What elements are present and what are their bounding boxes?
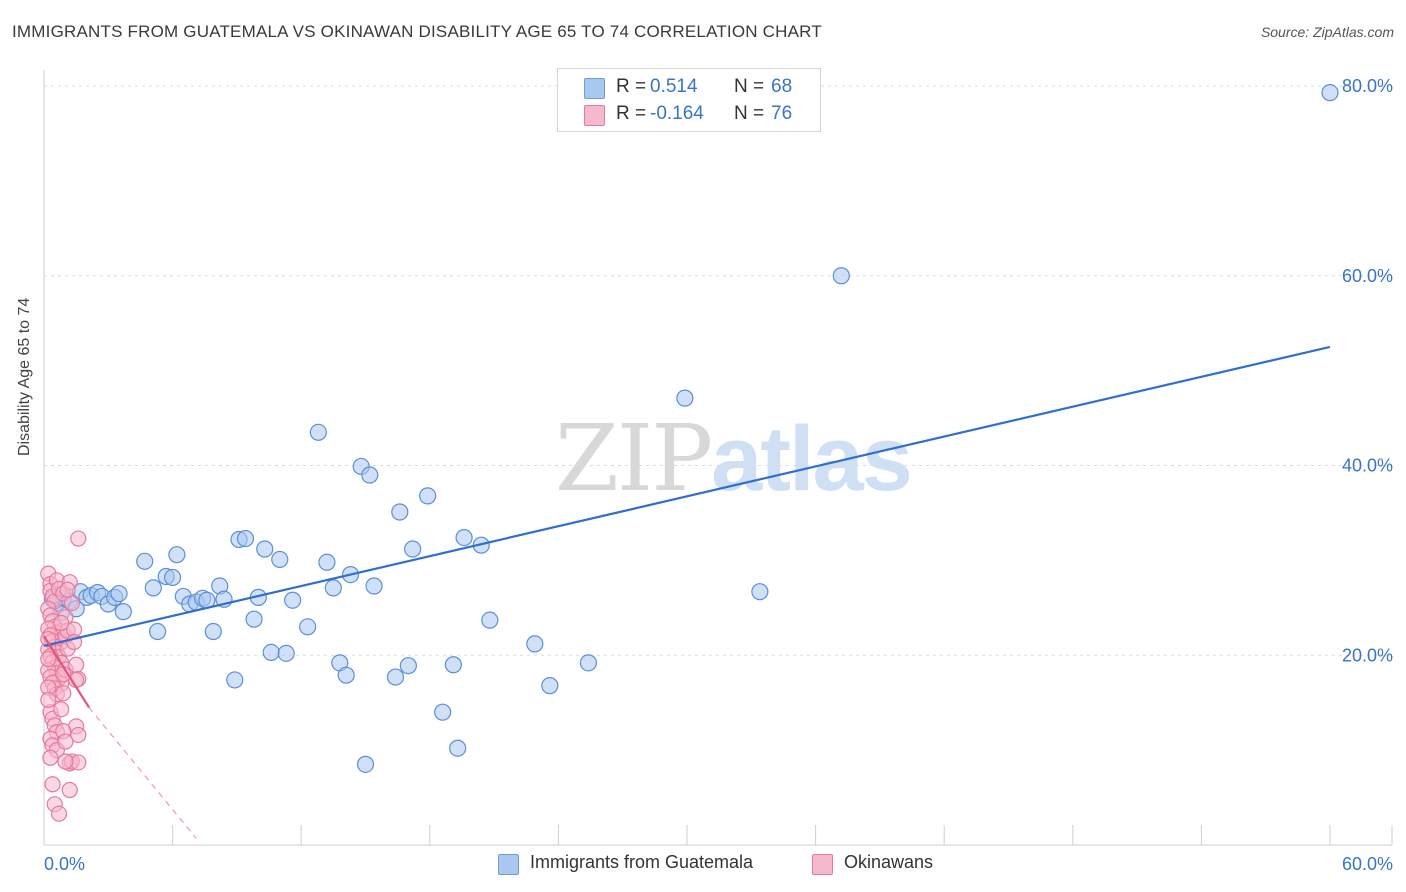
guatemala-point <box>262 643 280 662</box>
y-tick-label: 20.0% <box>1342 645 1393 665</box>
guatemala-point <box>676 389 694 407</box>
stats-legend: R = 0.514 N = 68 R = -0.164 N = 76 <box>557 68 821 132</box>
guatemala-point <box>832 267 850 285</box>
guatemala-point <box>444 656 462 674</box>
okinawan-point <box>57 733 74 750</box>
guatemala-point <box>1321 84 1339 102</box>
x-tick-label: 0.0% <box>44 854 85 874</box>
guatemala-point <box>391 503 409 521</box>
okinawan-point <box>70 726 87 744</box>
y-tick-label: 40.0% <box>1342 456 1393 476</box>
x-tick-label: 60.0% <box>1342 854 1393 874</box>
guatemala-point <box>318 553 336 571</box>
guatemala-point <box>361 466 379 484</box>
guatemala-point <box>114 603 132 621</box>
y-axis-label: Disability Age 65 to 74 <box>16 297 33 456</box>
legend-swatch-pink <box>812 854 833 875</box>
okinawan-point <box>53 701 70 718</box>
okinawan-point <box>50 805 68 822</box>
guatemala-point <box>481 611 499 629</box>
guatemala-point <box>256 540 274 558</box>
guatemala-point <box>324 579 342 597</box>
guatemala-point <box>271 550 289 569</box>
chart-title: IMMIGRANTS FROM GUATEMALA VS OKINAWAN DI… <box>12 22 822 41</box>
guatemala-point <box>365 577 383 595</box>
guatemala-point <box>434 703 452 721</box>
guatemala-point <box>136 552 154 570</box>
okinawan-point <box>42 749 59 766</box>
guatemala-point <box>148 622 167 641</box>
guatemala-point <box>337 666 355 684</box>
source-label: Source: ZipAtlas.com <box>1260 24 1394 40</box>
guatemala-point <box>110 584 128 603</box>
watermark: ZIPatlas <box>555 405 913 512</box>
okinawan-point <box>40 691 57 708</box>
guatemala-point <box>579 654 598 672</box>
r-value: 0.514 <box>650 76 698 97</box>
r-label: R = <box>616 76 647 97</box>
guatemala-point <box>168 546 186 564</box>
guatemala-point <box>386 668 405 686</box>
guatemala-point <box>277 644 295 662</box>
watermark-zip: ZIP <box>555 405 713 512</box>
guatemala-point <box>226 671 244 689</box>
guatemala-point <box>449 739 467 757</box>
okinawan-trend-line-extension <box>88 707 197 839</box>
guatemala-point <box>404 540 422 558</box>
guatemala-point <box>164 568 182 587</box>
guatemala-point <box>144 579 162 597</box>
okinawan-point <box>59 581 76 598</box>
legend-swatch-blue <box>498 854 519 875</box>
okinawan-point <box>40 650 57 668</box>
watermark-atlas: atlas <box>711 408 913 510</box>
n-value: 76 <box>771 103 793 124</box>
guatemala-point <box>245 610 263 628</box>
guatemala-point <box>356 755 375 773</box>
okinawan-point <box>61 781 78 799</box>
legend-label: Immigrants from Guatemala <box>530 852 754 872</box>
r-value: -0.164 <box>650 103 704 124</box>
okinawan-point <box>57 753 74 770</box>
okinawan-point <box>70 530 87 547</box>
legend-swatch-pink <box>584 105 605 126</box>
guatemala-point <box>299 618 317 636</box>
guatemala-point <box>399 657 417 675</box>
okinawan-point <box>53 614 70 632</box>
okinawan-trend-line <box>43 635 90 709</box>
legend-swatch-blue <box>584 78 605 99</box>
n-value: 68 <box>771 76 793 97</box>
guatemala-point <box>236 529 255 548</box>
okinawan-point <box>68 656 85 673</box>
guatemala-point <box>541 677 559 695</box>
n-label: N = <box>734 76 765 97</box>
guatemala-point <box>419 487 437 505</box>
n-label: N = <box>734 103 765 124</box>
guatemala-trend-line <box>43 345 1331 647</box>
guatemala-point <box>455 529 473 547</box>
legend-label: Okinawans <box>844 852 934 872</box>
guatemala-point <box>309 423 327 441</box>
guatemala-point <box>284 591 302 609</box>
okinawan-point <box>44 776 61 793</box>
okinawan-point <box>55 685 72 702</box>
series-legend: Immigrants from Guatemala Okinawans <box>0 852 1406 878</box>
r-label: R = <box>616 103 647 124</box>
guatemala-point <box>751 583 769 601</box>
guatemala-point <box>204 622 222 641</box>
y-tick-label: 80.0% <box>1342 76 1393 96</box>
y-tick-label: 60.0% <box>1342 266 1393 286</box>
guatemala-point <box>526 635 544 653</box>
